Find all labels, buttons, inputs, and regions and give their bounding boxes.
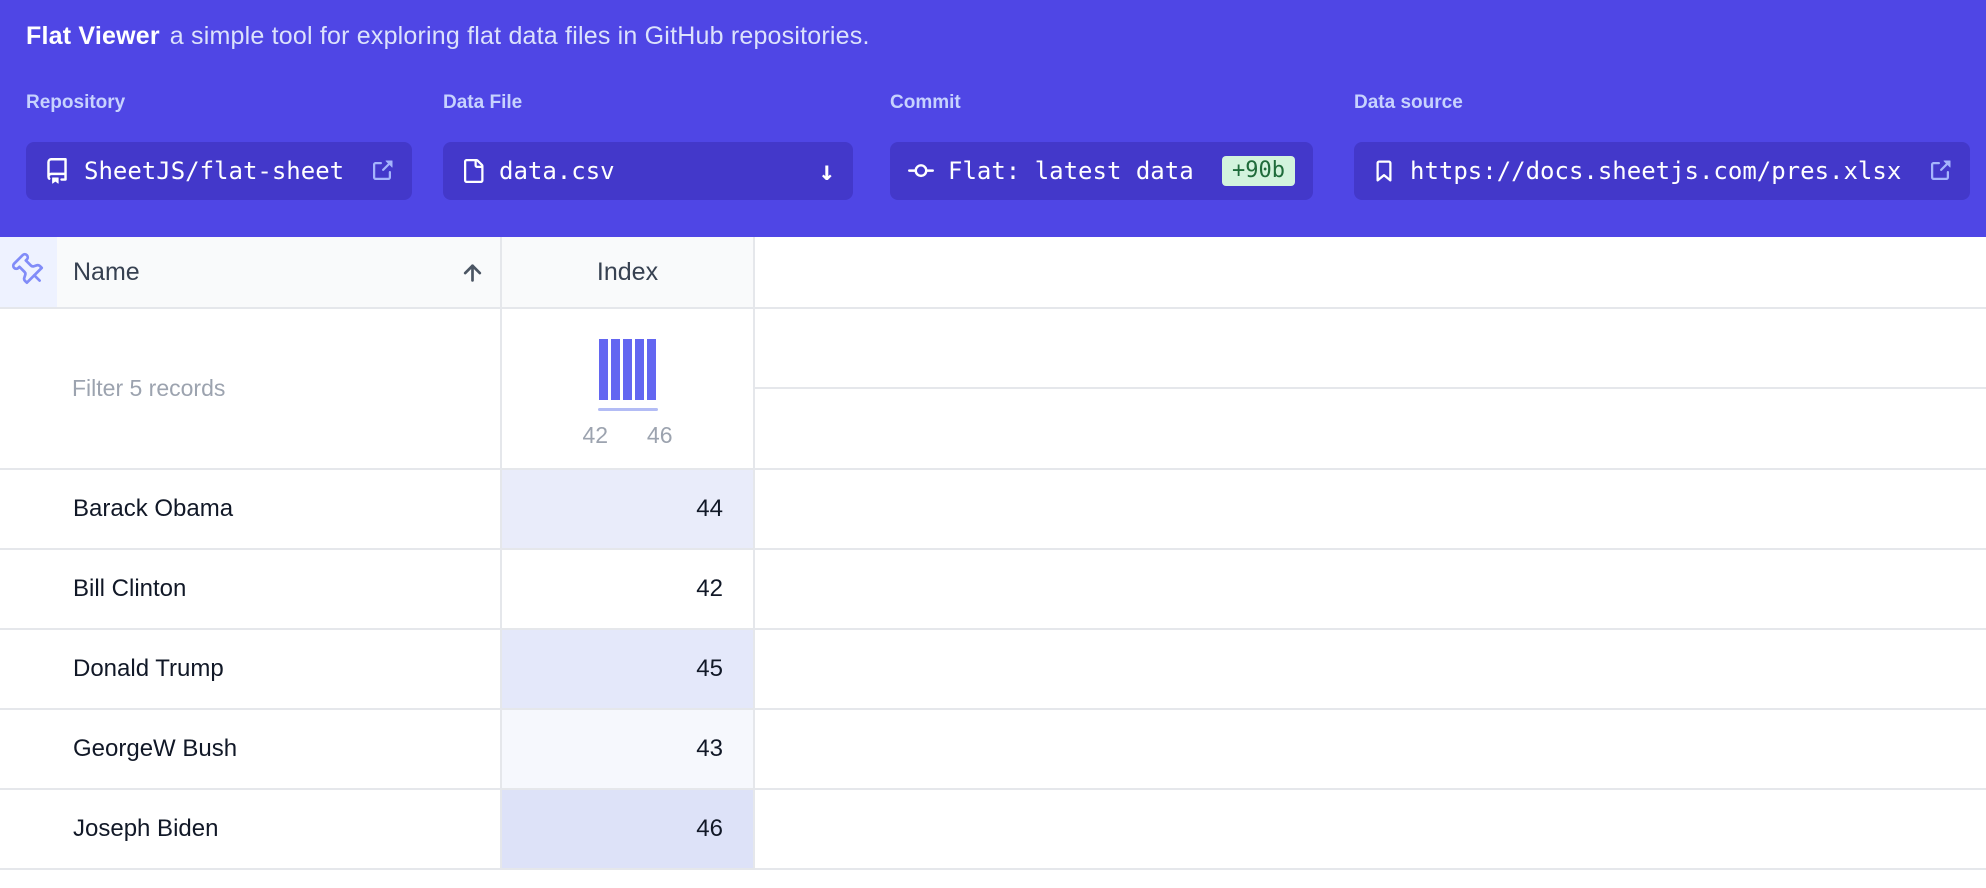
name-cell: Bill Clinton: [0, 550, 502, 628]
header-controls: Repository SheetJS/flat-sheet Data File …: [26, 91, 1970, 241]
sticky-column-toggle[interactable]: [0, 237, 57, 307]
column-header-index[interactable]: Index: [502, 237, 755, 307]
data-file-select[interactable]: data.csv ↓: [443, 142, 853, 200]
app-subtitle: a simple tool for exploring flat data fi…: [169, 22, 870, 50]
index-cell: 43: [502, 710, 755, 788]
index-cell: 44: [502, 470, 755, 548]
histogram-range-labels: 42 46: [583, 422, 673, 449]
data-source-link[interactable]: https://docs.sheetjs.com/pres.xlsx: [1354, 142, 1970, 200]
histogram-bar: [599, 339, 608, 400]
app-title-line: Flat Viewer a simple tool for exploring f…: [26, 22, 1960, 51]
file-icon: [461, 159, 485, 183]
empty-grid-row: [755, 309, 1986, 389]
data-file-name: data.csv: [499, 157, 615, 185]
commit-message: Flat: latest data: [948, 157, 1194, 185]
commit-label: Commit: [890, 92, 961, 113]
bookmark-icon: [1372, 159, 1396, 183]
name-cell: Donald Trump: [0, 630, 502, 708]
data-source-label: Data source: [1354, 92, 1463, 113]
table-row: Bill Clinton 42: [0, 550, 1986, 630]
pin-icon: [11, 252, 47, 293]
external-link-icon: [370, 159, 394, 183]
column-header-name[interactable]: Name: [57, 237, 502, 307]
column-header-index-label: Index: [596, 257, 659, 286]
table-row: GeorgeW Bush 43: [0, 710, 1986, 790]
name-cell: GeorgeW Bush: [0, 710, 502, 788]
filter-input[interactable]: [70, 374, 464, 403]
repo-icon: [44, 158, 70, 184]
name-cell: Joseph Biden: [0, 790, 502, 868]
app-title: Flat Viewer: [26, 22, 160, 50]
external-link-icon: [1928, 159, 1952, 183]
index-cell: 42: [502, 550, 755, 628]
histogram-axis-line: [597, 408, 658, 411]
table-row: Donald Trump 45: [0, 630, 1986, 710]
row-empty-area: [755, 630, 1986, 708]
histogram-bar: [647, 339, 656, 400]
histogram-max-label: 46: [646, 422, 673, 448]
table-header-row: Name Index: [0, 237, 1986, 309]
table-row: Barack Obama 44: [0, 470, 1986, 550]
index-cell: 46: [502, 790, 755, 868]
git-commit-icon: [908, 158, 934, 184]
commit-select[interactable]: Flat: latest data +90b: [890, 142, 1313, 200]
data-file-label: Data File: [443, 92, 523, 113]
app-header: Flat Viewer a simple tool for exploring f…: [0, 0, 1986, 237]
data-file-control: Data File data.csv ↓: [443, 91, 853, 200]
repository-control: Repository SheetJS/flat-sheet: [26, 91, 412, 200]
index-cell: 45: [502, 630, 755, 708]
row-empty-area: [755, 550, 1986, 628]
name-cell: Barack Obama: [0, 470, 502, 548]
histogram-bar: [623, 339, 632, 400]
filter-cell: [0, 309, 502, 468]
filter-empty-area: [755, 309, 1986, 468]
repository-label: Repository: [26, 92, 126, 113]
filter-row: 42 46: [0, 309, 1986, 470]
header-empty-area: [755, 237, 1986, 307]
row-empty-area: [755, 790, 1986, 868]
row-empty-area: [755, 470, 1986, 548]
download-arrow-icon[interactable]: ↓: [818, 155, 835, 187]
diffstat-badge: +90b: [1222, 156, 1295, 186]
data-source-url: https://docs.sheetjs.com/pres.xlsx: [1410, 157, 1902, 185]
sort-ascending-icon: [459, 259, 486, 286]
histogram-bar: [635, 339, 644, 400]
histogram-bar: [611, 339, 620, 400]
data-table: Name Index 42: [0, 237, 1986, 870]
repository-link[interactable]: SheetJS/flat-sheet: [26, 142, 412, 200]
repository-name: SheetJS/flat-sheet: [84, 157, 345, 185]
table-row: Joseph Biden 46: [0, 790, 1986, 870]
histogram-min-label: 42: [582, 422, 609, 448]
index-histogram[interactable]: 42 46: [502, 309, 755, 468]
histogram-bars: [599, 339, 656, 400]
row-empty-area: [755, 710, 1986, 788]
empty-grid-row: [755, 389, 1986, 468]
data-source-control: Data source https://docs.sheetjs.com/pre…: [1354, 91, 1970, 200]
commit-control: Commit Flat: latest data +90b: [890, 91, 1313, 200]
column-header-name-label: Name: [73, 257, 140, 286]
